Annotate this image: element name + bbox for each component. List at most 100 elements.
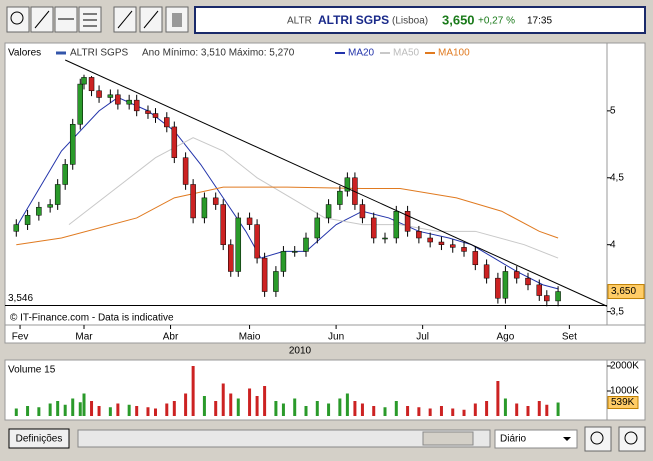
candle-body xyxy=(36,206,42,216)
candle-body xyxy=(325,204,332,219)
candle-body xyxy=(416,231,422,239)
volume-bar xyxy=(372,406,376,416)
candle-body xyxy=(145,110,151,114)
volume-bar xyxy=(526,406,530,416)
volume-bar xyxy=(90,401,94,416)
price-tag xyxy=(607,284,645,300)
volume-bar xyxy=(439,406,443,416)
candle-body xyxy=(220,204,226,245)
volume-bar xyxy=(383,407,387,416)
period-label: Diário xyxy=(500,434,527,445)
volume-bar xyxy=(315,401,319,416)
icon xyxy=(10,11,24,25)
candle-body xyxy=(461,247,467,252)
candle-body xyxy=(133,99,140,112)
candle-body xyxy=(126,99,132,105)
volume-bar xyxy=(236,398,240,416)
candle-body xyxy=(303,237,309,252)
support-label: 3,546 xyxy=(8,293,33,304)
volume-bar xyxy=(338,398,342,416)
candle-body xyxy=(246,217,253,225)
candle-body xyxy=(164,117,170,128)
dropdown-arrow xyxy=(563,437,571,441)
volume-bar xyxy=(56,401,60,416)
footer: Definições Diário xyxy=(8,426,646,452)
y-tick-label: 5 xyxy=(610,105,616,116)
volume-bar xyxy=(417,407,421,416)
icon xyxy=(34,10,50,29)
candle-body xyxy=(254,224,260,259)
candle-body xyxy=(291,251,298,253)
candle-body xyxy=(273,271,279,292)
volume-bar xyxy=(293,398,297,416)
candle-body xyxy=(544,295,550,302)
zoom-tool[interactable] xyxy=(6,6,30,33)
volume-bar xyxy=(473,403,477,416)
volume-bar xyxy=(37,407,41,416)
candle-body xyxy=(472,251,479,266)
candle-body xyxy=(337,190,343,205)
market: (Lisboa) xyxy=(392,16,428,27)
x-axis-label: 2010 xyxy=(289,346,312,357)
volume-bar xyxy=(515,403,519,416)
candle-body xyxy=(393,210,400,239)
quote-box xyxy=(194,6,646,34)
candle-body xyxy=(69,123,76,165)
volume-bar xyxy=(71,398,75,416)
candle-body xyxy=(495,277,501,299)
settings-button[interactable] xyxy=(8,428,70,449)
candle-body xyxy=(449,244,456,248)
candle-body xyxy=(261,257,268,292)
name: ALTRI SGPS xyxy=(318,13,389,27)
candle-body xyxy=(235,217,242,272)
scroll-thumb[interactable] xyxy=(422,431,474,446)
volume-bar xyxy=(184,393,188,416)
y-tick-label: 3,5 xyxy=(610,306,624,317)
candle-body xyxy=(280,251,287,272)
volume-bar xyxy=(202,396,206,416)
volume-bar xyxy=(304,406,308,416)
candle-body xyxy=(536,284,543,296)
volume-bar xyxy=(428,408,432,416)
scrollbar[interactable] xyxy=(77,429,491,448)
trend-line xyxy=(64,59,608,307)
volume-bar xyxy=(191,366,195,416)
candle-body xyxy=(54,184,61,205)
zoom-out[interactable] xyxy=(584,426,612,452)
candle-body xyxy=(13,224,20,232)
candle-body xyxy=(115,94,121,105)
x-tick-label: Jul xyxy=(416,332,429,343)
volume-tag xyxy=(607,396,639,410)
volume-bar xyxy=(556,402,560,416)
candle-body xyxy=(483,264,490,279)
x-tick-label: Mar xyxy=(75,332,93,343)
volume-bar xyxy=(394,401,398,416)
candle-body xyxy=(525,277,531,286)
volume-bar xyxy=(154,408,157,416)
candle-body xyxy=(382,237,388,240)
volume-bar xyxy=(97,406,101,416)
legend-label: Valores xyxy=(8,48,41,59)
period-select[interactable] xyxy=(494,429,578,449)
candle-body xyxy=(190,184,196,219)
candle-body xyxy=(182,157,189,185)
y-tick-label: 4 xyxy=(610,239,616,250)
volume-bar xyxy=(545,404,549,416)
volume-bar xyxy=(135,406,139,416)
legend-item: MA100 xyxy=(438,48,470,59)
x-tick-label: Set xyxy=(562,332,577,343)
volume-bar xyxy=(327,403,331,416)
volume-bar xyxy=(214,401,218,416)
zoom-in[interactable] xyxy=(618,426,646,452)
candle-body xyxy=(404,210,411,232)
candle-body xyxy=(81,77,87,85)
volume-bar xyxy=(345,393,349,416)
candle-body xyxy=(62,164,68,185)
volume-bar xyxy=(537,401,541,416)
x-tick-label: Abr xyxy=(163,332,179,343)
volume-bar xyxy=(116,403,120,416)
icon xyxy=(624,431,638,445)
candle-body xyxy=(359,204,366,219)
